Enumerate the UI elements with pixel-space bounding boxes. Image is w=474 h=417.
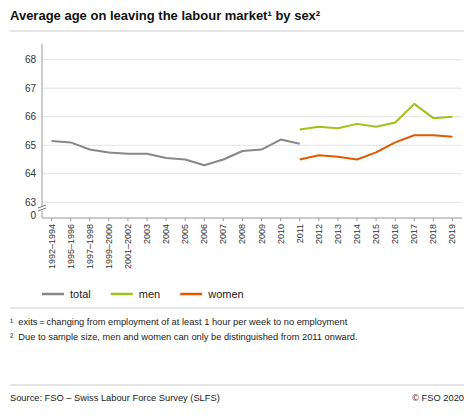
x-tick-label: 2012 bbox=[314, 224, 324, 244]
x-tick-label: 1997–1998 bbox=[85, 224, 95, 269]
grid-line bbox=[42, 202, 462, 203]
legend: total men women bbox=[42, 288, 244, 300]
x-axis-line bbox=[42, 218, 462, 219]
grid-line bbox=[42, 173, 462, 174]
y-axis-line bbox=[42, 44, 43, 218]
x-tick-label: 2004 bbox=[161, 224, 171, 244]
source-rule bbox=[10, 385, 464, 386]
y-tick-label: 68 bbox=[25, 54, 37, 65]
x-tick bbox=[242, 218, 243, 221]
axis-break-gap bbox=[38, 206, 46, 211]
grid-line bbox=[42, 116, 462, 117]
x-tick bbox=[127, 218, 128, 221]
footnote: ¹ exits = changing from employment of at… bbox=[10, 317, 348, 327]
legend-swatch bbox=[111, 293, 133, 296]
y-tick-label: 67 bbox=[25, 83, 37, 94]
x-tick-label: 2011 bbox=[295, 224, 305, 243]
x-tick bbox=[376, 218, 377, 221]
x-tick-label: 2007 bbox=[218, 224, 228, 244]
x-tick-label: 2016 bbox=[390, 224, 400, 244]
x-tick bbox=[357, 218, 358, 221]
x-tick bbox=[70, 218, 71, 221]
x-tick bbox=[204, 218, 205, 221]
x-tick-label: 2001–2002 bbox=[123, 224, 133, 269]
x-tick bbox=[452, 218, 453, 221]
axis-break bbox=[38, 205, 46, 208]
x-tick-label: 1992–1994 bbox=[47, 224, 57, 269]
series-line bbox=[300, 135, 453, 159]
x-tick-label: 2015 bbox=[371, 224, 381, 244]
x-tick bbox=[223, 218, 224, 221]
series-line bbox=[300, 104, 453, 130]
x-tick bbox=[108, 218, 109, 221]
x-tick bbox=[166, 218, 167, 221]
chart: Average age on leaving the labour market… bbox=[0, 0, 474, 417]
source: Source: FSO – Swiss Labour Force Survey … bbox=[10, 393, 220, 403]
x-tick bbox=[337, 218, 338, 221]
x-tick-label: 2005 bbox=[180, 224, 190, 244]
y-tick-label: 66 bbox=[25, 111, 37, 122]
x-tick-label: 1999–2000 bbox=[104, 224, 114, 269]
legend-label: total bbox=[70, 288, 91, 300]
x-tick-label: 2006 bbox=[199, 224, 209, 244]
x-tick-label: 2019 bbox=[447, 224, 457, 244]
series-line bbox=[52, 140, 300, 166]
grid-line bbox=[42, 59, 462, 60]
x-tick-label: 2013 bbox=[333, 224, 343, 244]
lines bbox=[52, 104, 453, 165]
legend-label: women bbox=[207, 288, 243, 300]
x-tick bbox=[261, 218, 262, 221]
x-tick-label: 2003 bbox=[142, 224, 152, 244]
x-tick bbox=[89, 218, 90, 221]
x-tick-label: 2009 bbox=[257, 224, 267, 244]
legend-rule bbox=[10, 308, 464, 309]
y-tick-label: 63 bbox=[25, 197, 37, 208]
x-tick-label: 2017 bbox=[409, 224, 419, 244]
y-tick-label: 64 bbox=[25, 168, 37, 179]
legend-label: men bbox=[139, 288, 160, 300]
copyright: © FSO 2020 bbox=[412, 393, 464, 403]
x-tick bbox=[147, 218, 148, 221]
legend-swatch bbox=[180, 293, 202, 296]
y-tick-label: 65 bbox=[25, 140, 37, 151]
legend-swatch bbox=[42, 293, 64, 296]
axis-break bbox=[38, 208, 46, 211]
grid-line bbox=[42, 145, 462, 146]
x-tick bbox=[299, 218, 300, 221]
x-tick bbox=[280, 218, 281, 221]
x-tick bbox=[51, 218, 52, 221]
x-tick bbox=[318, 218, 319, 221]
x-tick bbox=[414, 218, 415, 221]
x-tick-label: 2014 bbox=[352, 224, 362, 244]
axis-zero-label: 0 bbox=[30, 210, 36, 221]
title: Average age on leaving the labour market… bbox=[10, 8, 321, 23]
grid bbox=[42, 60, 462, 203]
x-tick bbox=[185, 218, 186, 221]
footnote: ² Due to sample size, men and women can … bbox=[10, 332, 358, 342]
x-tick-label: 2010 bbox=[276, 224, 286, 244]
grid-line bbox=[42, 88, 462, 89]
x-tick-label: 2008 bbox=[237, 224, 247, 244]
x-tick bbox=[395, 218, 396, 221]
x-tick-label: 1995–1996 bbox=[66, 224, 76, 269]
x-tick-label: 2018 bbox=[428, 224, 438, 244]
title-rule bbox=[10, 31, 464, 32]
x-tick bbox=[433, 218, 434, 221]
